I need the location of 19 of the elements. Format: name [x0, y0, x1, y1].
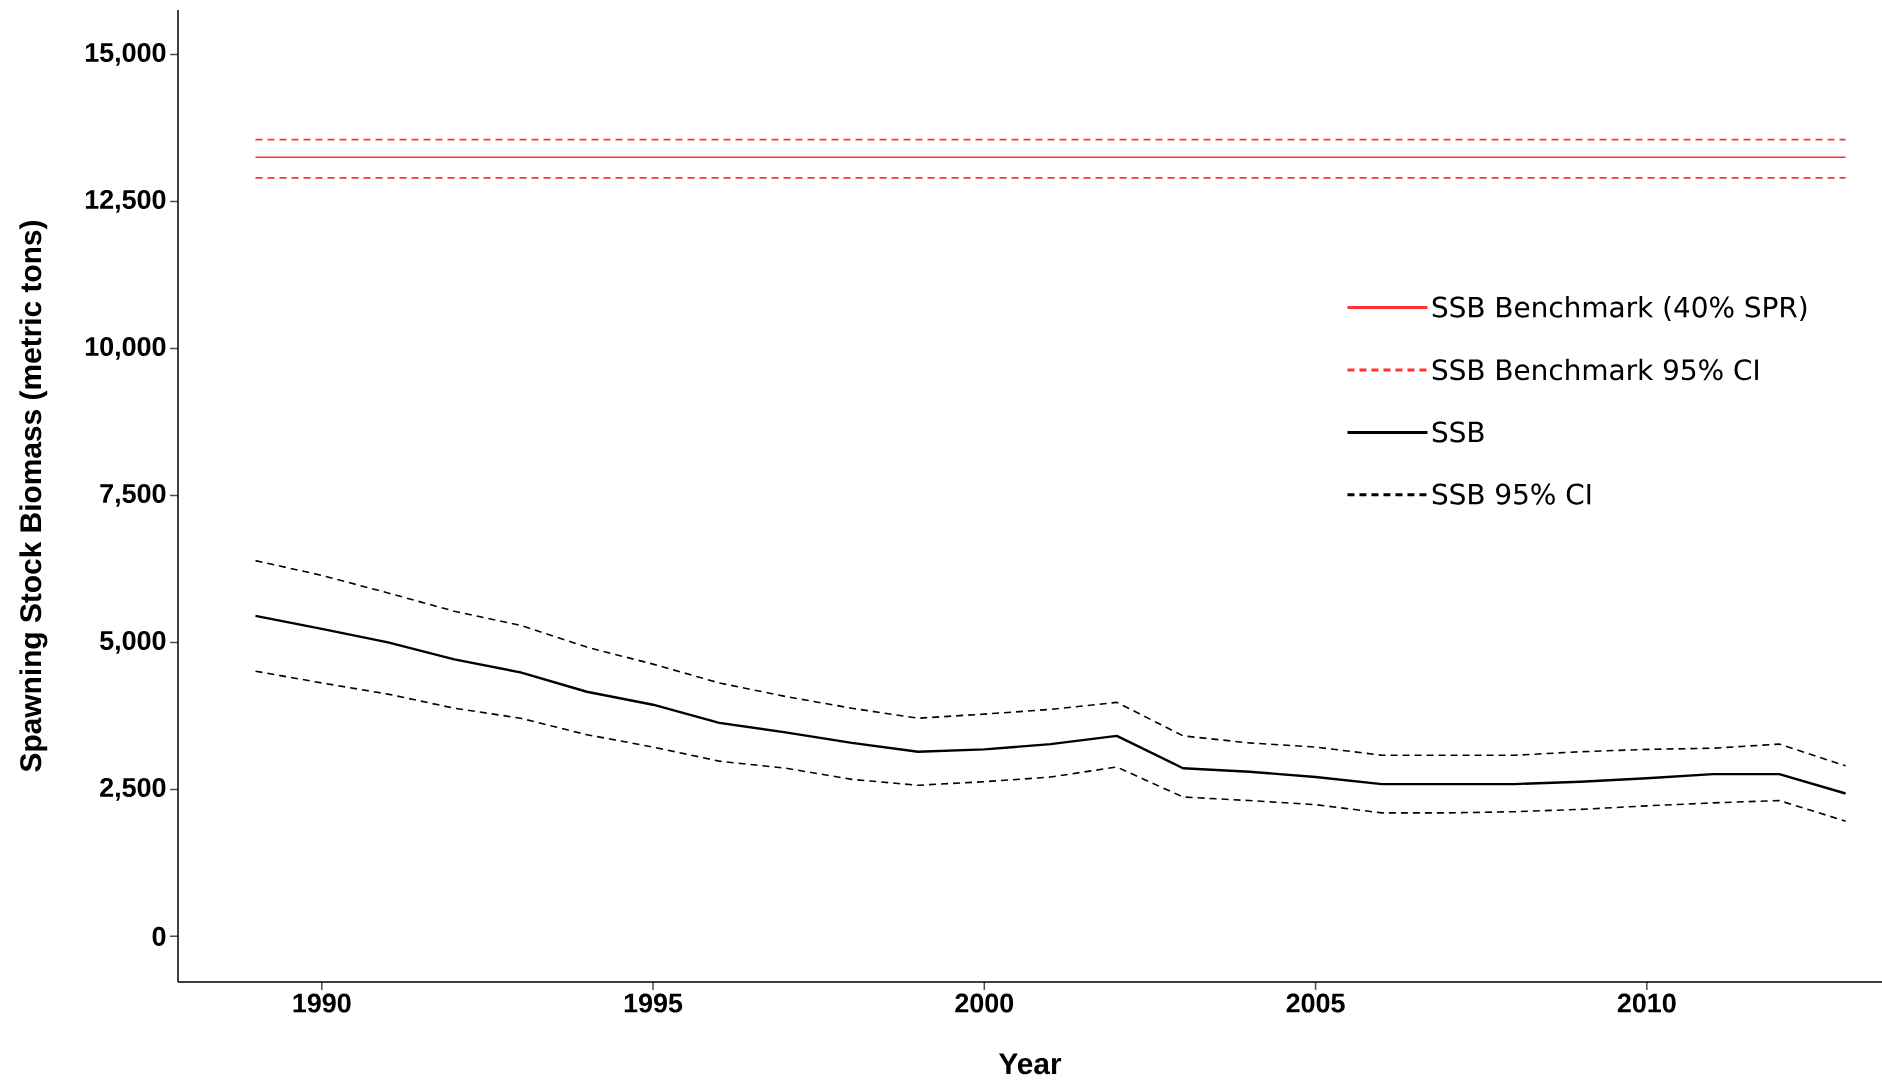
- legend-label: SSB 95% CI: [1432, 483, 1591, 505]
- x-tick-label: 2000: [955, 993, 1014, 1013]
- y-axis-title: Spawning Stock Biomass (metric tons): [19, 220, 48, 772]
- x-tick-label: 1995: [624, 993, 683, 1013]
- y-tick-label: 0: [152, 926, 166, 946]
- legend-label: SSB Benchmark (40% SPR): [1432, 296, 1807, 321]
- y-tick-label: 7,500: [100, 483, 166, 507]
- y-tick-label: 10,000: [85, 336, 166, 360]
- y-tick-label: 5,000: [100, 630, 166, 654]
- x-tick-label: 2010: [1617, 993, 1676, 1013]
- legend-label: SSB: [1432, 421, 1484, 443]
- y-tick-label: 12,500: [85, 189, 166, 213]
- line-series: [254, 670, 1847, 822]
- y-tick-label: 2,500: [100, 777, 166, 801]
- legend-label: SSB Benchmark 95% CI: [1432, 358, 1758, 381]
- x-tick-label: 1990: [293, 993, 351, 1013]
- y-tick-label: 15,000: [85, 42, 166, 66]
- x-axis-title: Year: [998, 1053, 1062, 1075]
- x-tick-label: 2005: [1286, 993, 1345, 1013]
